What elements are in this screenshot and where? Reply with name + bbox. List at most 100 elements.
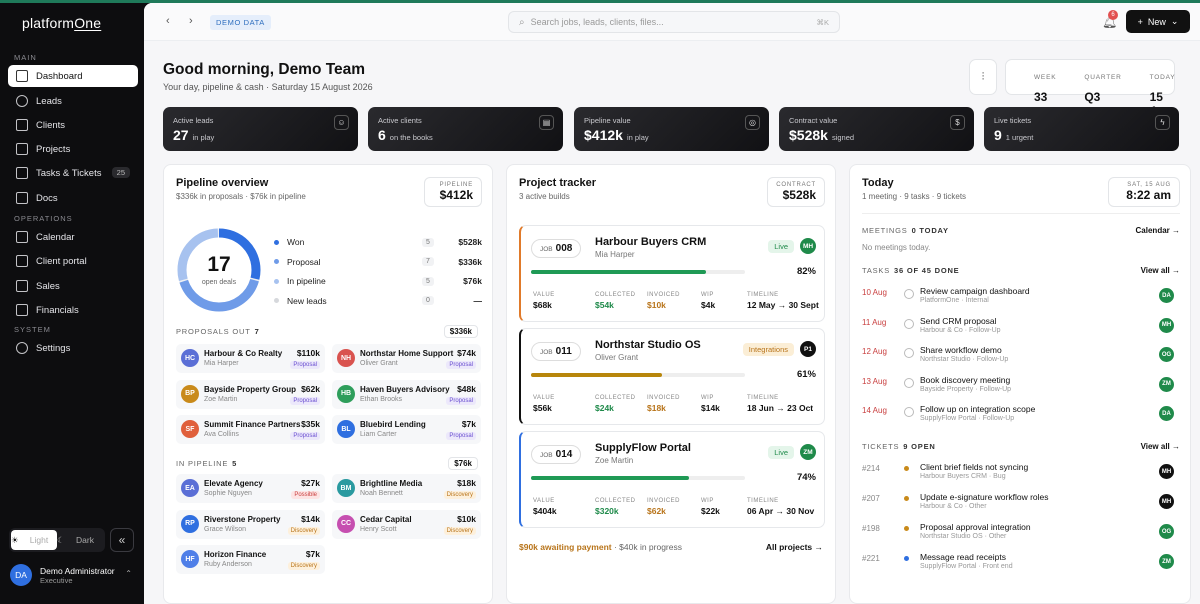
stat-card-live-tickets[interactable]: Live tickets 9 1 urgent ϟ <box>984 107 1179 151</box>
metric-value: 12 May → 30 Sept <box>747 300 819 310</box>
collapse-sidebar-button[interactable]: « <box>110 528 134 552</box>
task-row[interactable]: 10 Aug Review campaign dashboard PlatformO… <box>862 286 1180 308</box>
sidebar-item-leads[interactable]: Leads <box>8 90 138 112</box>
sidebar-item-sales[interactable]: Sales <box>8 275 138 297</box>
sidebar-item-settings[interactable]: Settings <box>8 337 138 359</box>
task-title: Follow up on integration scope <box>920 404 1036 414</box>
legend-row: In pipeline 5 $76k <box>274 274 482 288</box>
task-checkbox[interactable] <box>904 318 914 329</box>
metric-value: $404k <box>533 506 557 516</box>
project-card[interactable]: JOB 008 Harbour Buyers CRM Mia Harper Live MH… <box>519 225 825 322</box>
deal-card[interactable]: SF Summit Finance Partners Ava Collins $35k… <box>176 415 325 444</box>
notification-count-badge: 6 <box>1108 10 1118 20</box>
ticket-title: Update e-signature workflow roles <box>920 492 1049 502</box>
task-row[interactable]: 12 Aug Share workflow demo Northstar Studi… <box>862 345 1180 367</box>
sidebar-item-docs[interactable]: Docs <box>8 187 138 209</box>
back-icon[interactable]: ‹ <box>166 15 170 27</box>
all-projects-link[interactable]: All projects → <box>765 542 823 552</box>
deal-card[interactable]: HF Horizon Finance Ruby Anderson $7k Discove… <box>176 545 325 574</box>
no-meetings-text: No meetings today. <box>862 243 931 252</box>
sidebar-item-projects[interactable]: Projects <box>8 138 138 160</box>
avatar: CC <box>337 514 355 533</box>
avatar: DA <box>10 564 32 586</box>
deal-card[interactable]: NH Northstar Home Support Oliver Grant $74k… <box>332 344 481 373</box>
new-button[interactable]: + New ⌄ <box>1126 10 1190 33</box>
stat-card-contract-value[interactable]: Contract value $528k signed $ <box>779 107 974 151</box>
open-deals-donut <box>177 228 261 312</box>
sidebar-item-clients[interactable]: Clients <box>8 114 138 136</box>
ticket-title: Client brief fields not syncing <box>920 462 1029 472</box>
ticket-id: #198 <box>862 524 880 533</box>
task-row[interactable]: 13 Aug Book discovery meeting Bayside Prop… <box>862 375 1180 397</box>
filter-button[interactable]: ⫶ <box>969 59 997 95</box>
deal-card[interactable]: HC Harbour & Co Realty Mia Harper $110k Prop… <box>176 344 325 373</box>
job-label: JOB <box>540 452 553 459</box>
task-title: Book discovery meeting <box>920 374 1011 385</box>
stat-card-active-leads[interactable]: Active leads 27 in play ☺ <box>163 107 358 151</box>
ticket-row[interactable]: #198 Proposal approval integration Northst… <box>862 522 1180 544</box>
project-card[interactable]: JOB 014 SupplyFlow Portal Zoe Martin Live ZM 7… <box>519 431 825 528</box>
ticket-row[interactable]: #214 Client brief fields not syncing Harbo… <box>862 462 1180 484</box>
theme-light-button[interactable]: ☀ Light <box>11 530 57 550</box>
deal-card[interactable]: BL Bluebird Lending Liam Carter $7k Proposal <box>332 415 481 444</box>
legend-row: New leads 0 — <box>274 294 482 308</box>
avatar: EA <box>181 479 199 497</box>
divider <box>862 213 1180 214</box>
sidebar-item-calendar[interactable]: Calendar <box>8 226 138 248</box>
contract-total-box: CONTRACT $528k <box>767 177 825 207</box>
sidebar-item-dashboard[interactable]: Dashboard <box>8 65 138 87</box>
app-logo[interactable]: platformOne <box>22 15 102 31</box>
deal-card[interactable]: EA Elevate Agency Sophie Nguyen $27k Possibl… <box>176 474 325 503</box>
legend-label: In pipeline <box>287 276 326 286</box>
stat-card-pipeline-value[interactable]: Pipeline value $412k in play ◎ <box>574 107 769 151</box>
priority-dot <box>904 526 909 531</box>
search-input[interactable]: ⌕ Search jobs, leads, clients, files... … <box>508 11 840 33</box>
status-badge: Live <box>768 446 794 459</box>
task-checkbox[interactable] <box>904 348 914 358</box>
legend-label: Won <box>287 237 305 247</box>
sidebar-item-client-portal[interactable]: Client portal <box>8 250 138 272</box>
task-row[interactable]: 14 Aug Follow up on integration scope Supp… <box>862 404 1180 426</box>
legend-count: 0 <box>422 296 434 305</box>
tasks-view-all-link[interactable]: View all → <box>1140 266 1180 275</box>
deal-card[interactable]: RP Riverstone Property Grace Wilson $14k Dis… <box>176 509 325 539</box>
project-name: SupplyFlow Portal <box>595 442 691 454</box>
deal-card[interactable]: CC Cedar Capital Henry Scott $10k Discovery <box>332 509 481 539</box>
metric-value: $56k <box>533 403 552 413</box>
tickets-view-all-link[interactable]: View all → <box>1140 442 1180 451</box>
task-title: Send CRM proposal <box>920 315 997 326</box>
gear-icon <box>16 342 28 354</box>
deal-card[interactable]: BM Brightline Media Noah Bennett $18k Discov… <box>332 474 481 503</box>
metric-label: TIMELINE <box>747 292 779 298</box>
deal-name: Summit Finance Partners <box>204 420 301 429</box>
topbar: ‹ › DEMO DATA ⌕ Search jobs, leads, clie… <box>144 3 1200 41</box>
user-menu[interactable]: DA Demo Administrator Executive ⌃ <box>10 563 136 587</box>
ticket-row[interactable]: #221 Message read receipts SupplyFlow Port… <box>862 552 1180 574</box>
task-checkbox[interactable] <box>904 289 914 299</box>
sidebar-item-tasks-tickets[interactable]: Tasks & Tickets 25 <box>8 162 138 184</box>
deal-card[interactable]: BP Bayside Property Group Zoe Martin $62k Pr… <box>176 379 325 409</box>
project-card[interactable]: JOB 011 Northstar Studio OS Oliver Grant Int… <box>519 328 825 425</box>
ticket-row[interactable]: #207 Update e-signature workflow roles Har… <box>862 492 1180 514</box>
forward-icon[interactable]: › <box>189 15 193 27</box>
avatar: BL <box>337 420 355 438</box>
ticket-title: Proposal approval integration <box>920 522 1031 532</box>
metric-label: INVOICED <box>647 292 681 298</box>
stat-card-active-clients[interactable]: Active clients 6 on the books ▤ <box>368 107 563 151</box>
shortcut-hint: ⌘K <box>816 17 829 27</box>
metric-label: INVOICED <box>647 498 681 504</box>
calendar-link[interactable]: Calendar → <box>1135 226 1180 235</box>
sidebar-item-financials[interactable]: Financials <box>8 299 138 321</box>
card-title: Today <box>862 177 894 189</box>
avatar: ZM <box>1159 376 1174 392</box>
task-checkbox[interactable] <box>904 377 914 388</box>
check-square-icon <box>16 167 28 179</box>
task-checkbox[interactable] <box>904 407 914 417</box>
deal-card[interactable]: HB Haven Buyers Advisory Ethan Brooks $48k P… <box>332 379 481 409</box>
task-row[interactable]: 11 Aug Send CRM proposal Harbour & Co · Fo… <box>862 316 1180 338</box>
theme-dark-button[interactable]: ☾ Dark <box>57 534 94 546</box>
metric-value: $22k <box>701 506 720 516</box>
project-name: Harbour Buyers CRM <box>595 236 707 248</box>
task-due-date: 13 Aug <box>862 376 887 386</box>
metric-value: $62k <box>647 506 666 516</box>
